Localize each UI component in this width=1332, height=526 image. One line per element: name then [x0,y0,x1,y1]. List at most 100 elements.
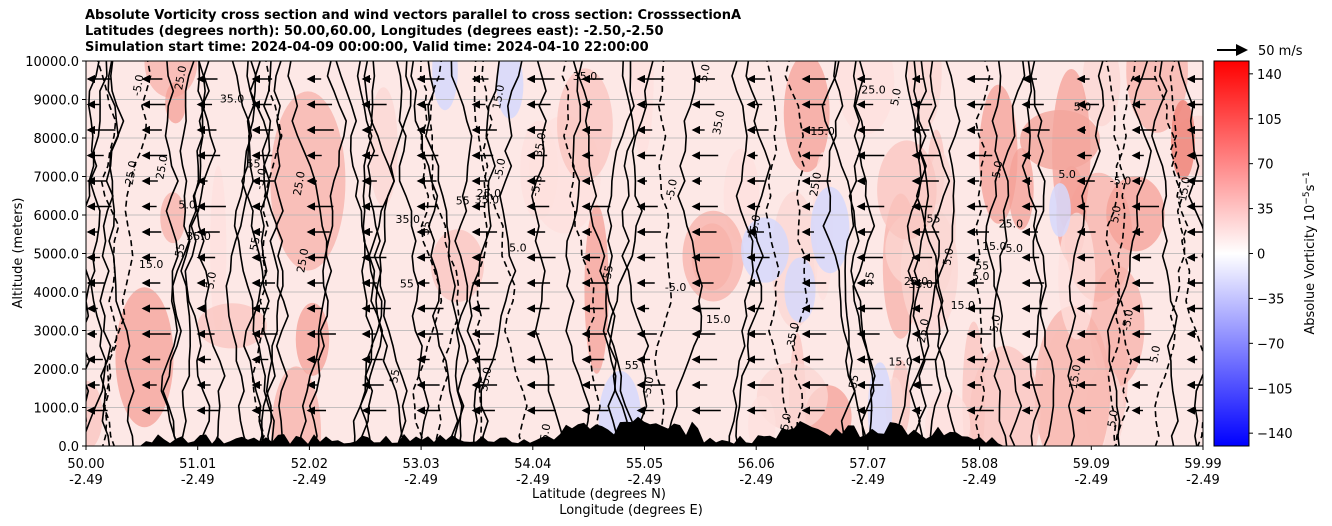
field-blob [756,362,828,431]
field-blob [165,82,187,124]
colorbar-tick-label: 140 [1257,68,1282,83]
y-tick-label: 9000.0 [34,94,80,109]
y-tick-label: 5000.0 [34,248,80,263]
field-blob [160,192,186,244]
contour-label: 35.0 [710,109,727,135]
contour-line-negative [474,61,494,446]
contour-label: 5.0 [203,271,219,290]
colorbar-tick-label: −105 [1257,382,1293,397]
x-tick-label-lon: -2.49 [1186,473,1220,488]
colorbar-tick-label: 0 [1257,248,1265,263]
contour-line-negative [429,61,460,446]
contour-label: 25.0 [861,84,886,97]
x-tick-label-lat: 55.05 [626,457,663,472]
contour-label: 25.0 [123,160,140,186]
x-tick-label-lon: -2.49 [739,473,773,488]
contour-label: 55 [246,158,260,171]
contour-line [86,61,108,434]
contour-label: -5.0 [989,160,1006,183]
y-tick-label: 3000.0 [34,325,80,340]
contour-label: -5.0 [663,178,680,201]
contour-label: 15.0 [951,299,976,312]
contour-label: 15.0 [888,356,913,369]
contour-label: 5.0 [178,198,196,211]
contour-line-negative [561,61,601,446]
contour-line [108,61,135,446]
contour-label: 35.0 [477,366,494,392]
contour-line [1106,61,1152,446]
contour-label: 5.0 [1108,204,1124,223]
x-tick-label-lon: -2.49 [404,473,438,488]
contour-label: 35.0 [532,132,549,158]
contour-label: 55 [418,220,433,236]
contour-line [735,61,772,446]
field-blob [1106,176,1165,252]
x-tick-label-lon: -2.49 [516,473,550,488]
contour-label: 25.0 [153,154,170,180]
colorbar-tick-label: 70 [1257,158,1274,173]
field-blob [144,61,198,98]
field-blob-negative [432,61,458,111]
contour-label: -5.0 [1120,308,1137,331]
contour-label: 5.0 [987,314,1003,333]
contour-label: 55 [387,368,402,384]
contour-label: 55 [400,278,414,291]
colorbar-label: Absolue Vorticity 10−5s−1 [1302,171,1318,334]
contour-line [363,61,408,446]
contour-line [99,61,120,446]
contour-label: -5.0 [253,167,270,190]
contour-line [984,61,1023,446]
x-axis-label-latitude: Latitude (degrees N) [532,487,666,502]
contour-label: 25.0 [746,214,763,240]
contour-label: -5.0 [1110,174,1131,187]
field-blob-negative [867,362,893,446]
contour-line [928,61,951,446]
contour-label: 15.0 [810,125,835,138]
grid-lines [86,61,1203,446]
y-axis: 0.0 1000.0 2000.0 3000.0 4000.0 5000.0 6000.0 7… [25,55,86,455]
contour-line-negative [654,61,673,446]
colorbar-ticks: 140 105 70 35 0 −35 −70 −105 −140 [1249,68,1293,442]
x-tick-label-lon: -2.49 [1074,473,1108,488]
contour-line-negative [974,61,991,446]
field-blob-negative [810,186,850,274]
quiver-key-label: 50 m/s [1258,44,1303,59]
x-tick-label-lon: -2.49 [293,473,327,488]
y-axis-label: Altitude (meters) [11,198,26,309]
contour-label: 55 [601,264,616,280]
y-tick-label: 10000.0 [25,55,79,70]
contour-label: 15.0 [982,240,1007,253]
x-tick-label-lat: 51.01 [179,457,216,472]
contour-label: 25.0 [291,170,308,196]
contour-label: 15.0 [1067,364,1084,390]
contour-line [257,61,284,446]
contour-line-negative [1105,61,1133,446]
contour-label: -5.0 [492,157,509,180]
x-tick-label-lat: 58.08 [961,457,998,472]
contour-label: 35.0 [220,92,245,105]
contour-label: 55 [975,260,989,273]
field-blob-negative [1049,183,1071,237]
x-tick-label-lat: 56.06 [738,457,775,472]
field-blob [584,204,609,374]
field-blob [431,229,484,303]
field-blob [969,345,1041,446]
x-tick-label-lat: 50.00 [67,457,104,472]
x-tick-label-lat: 59.09 [1073,457,1110,472]
contour-label: 25.0 [807,171,824,197]
field-blob [520,120,559,220]
contour-label: 35.0 [573,70,598,83]
contour-line-negative [412,61,443,446]
field-blob [682,210,744,302]
contour-label: -5.0 [1002,242,1023,255]
contour-line-negative [1169,61,1203,446]
contour-label: 35.0 [186,230,211,243]
contour-label: 5.0 [778,412,794,431]
contour-label: 55 [456,194,470,207]
x-tick-label-lon: -2.49 [963,473,997,488]
y-tick-label: 0.0 [58,440,79,455]
contour-label: 5.0 [697,63,713,82]
contour-label: 55 [247,236,262,252]
